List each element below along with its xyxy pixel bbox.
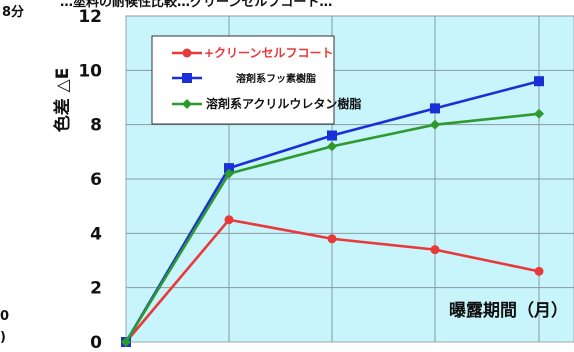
legend-item: +クリーンセルフコート	[172, 46, 333, 60]
y-tick-label: 12	[78, 7, 102, 27]
y-tick-label: 8	[90, 116, 102, 136]
data-point	[534, 266, 544, 276]
data-point	[430, 245, 440, 255]
left-fragment-2: )	[0, 330, 6, 345]
data-point	[327, 141, 337, 152]
y-tick-label: 2	[90, 279, 102, 299]
data-point	[224, 168, 234, 179]
x-axis-title: 曝露期間（月）	[449, 300, 568, 321]
top-text: …塗料の耐候性比較…グリーンセルフコート…	[60, 0, 332, 10]
data-point	[121, 337, 131, 347]
left-fragment-1: 0	[0, 309, 9, 324]
background-text: …塗料の耐候性比較…グリーンセルフコート… 8分 0 )	[0, 0, 332, 345]
legend-label: 溶剤系フッ素樹脂	[236, 72, 316, 85]
y-axis-title: 色差 △E	[52, 68, 73, 133]
data-point	[534, 76, 544, 87]
data-point	[327, 234, 337, 244]
series-2	[121, 108, 544, 347]
legend-item: 溶剤系フッ素樹脂	[172, 72, 316, 85]
legend-item: 溶剤系アクリルウレタン樹脂	[172, 96, 361, 111]
legend-swatch-marker	[182, 73, 192, 83]
series-layer	[121, 76, 544, 347]
data-point	[430, 119, 440, 130]
data-point	[534, 108, 544, 119]
y-tick-label: 6	[90, 170, 102, 190]
legend-label: +クリーンセルフコート	[204, 46, 333, 60]
legend-swatch-marker	[182, 48, 192, 58]
legend-label: 溶剤系アクリルウレタン樹脂	[206, 96, 361, 111]
y-axis-ticks: 0 2 4 6 8 10 12	[78, 7, 102, 352]
header-fragment: 8分	[2, 4, 24, 20]
data-point	[430, 103, 440, 114]
y-tick-label: 10	[78, 61, 102, 81]
legend-swatch-marker	[182, 99, 192, 109]
data-point	[224, 215, 234, 225]
data-point	[327, 130, 337, 141]
data-point	[224, 163, 234, 174]
y-tick-label: 4	[90, 224, 102, 244]
y-tick-label: 0	[90, 333, 102, 352]
